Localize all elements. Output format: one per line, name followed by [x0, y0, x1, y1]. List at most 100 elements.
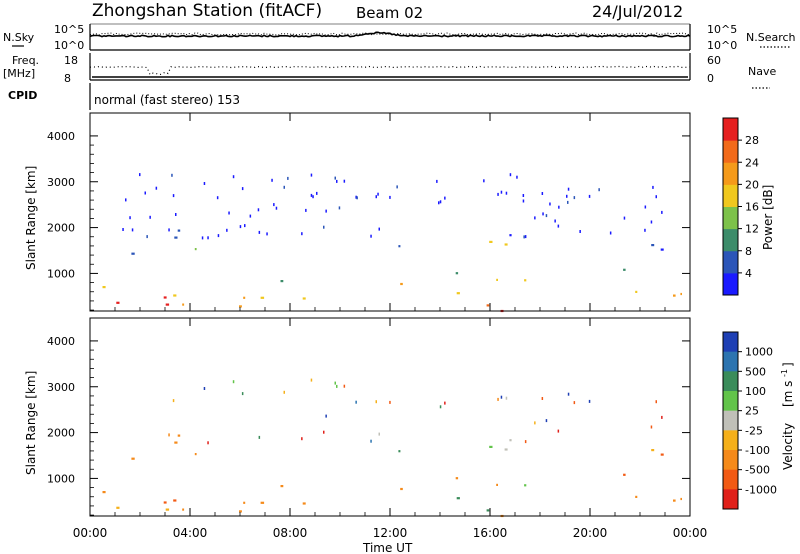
velocity-cell	[444, 401, 446, 405]
velocity-cell	[509, 439, 512, 442]
velocity-cell	[398, 450, 401, 453]
velocity-cell	[541, 397, 544, 400]
power-cell	[173, 294, 177, 297]
power-cell	[439, 200, 442, 204]
power-cell	[504, 243, 508, 246]
velocity-cell	[323, 430, 325, 434]
power-cell	[356, 196, 358, 200]
power-cell	[652, 185, 654, 189]
velocity-cell	[232, 380, 235, 384]
power-colorbar-tick-label: 16	[745, 201, 759, 214]
power-cell	[343, 179, 346, 183]
power-cell	[244, 224, 246, 228]
power-cell	[122, 228, 124, 231]
power-cell	[177, 229, 181, 232]
power-cell	[228, 211, 230, 215]
power-panel	[89, 112, 691, 313]
velocity-cell	[241, 392, 244, 396]
power-cell	[375, 195, 377, 199]
power-colorbar-tick-label: 4	[745, 267, 752, 280]
power-cell	[545, 214, 548, 218]
power-cell	[301, 232, 303, 236]
power-cell	[673, 294, 676, 297]
ytick-label: 4000	[47, 335, 75, 348]
nave-tick-low: 0	[707, 72, 714, 85]
power-cell	[239, 225, 242, 229]
power-cell	[258, 230, 261, 234]
power-cell	[232, 175, 235, 179]
velocity-cell	[174, 441, 178, 444]
power-cell	[146, 235, 148, 239]
velocity-cell	[177, 434, 181, 437]
ytick-label: 2000	[47, 427, 75, 440]
velocity-cell	[370, 439, 372, 443]
nsky-panel: N.Sky 10^5 10^0 10^5 10^0 N.Search	[3, 23, 796, 52]
velocity-cell	[660, 453, 664, 456]
velocity-cell	[173, 499, 177, 502]
velocity-colorbar-cell	[723, 391, 738, 412]
velocity-cell	[389, 400, 391, 404]
velocity-cell	[573, 401, 576, 405]
power-cell	[323, 225, 325, 229]
velocity-cell	[378, 432, 380, 436]
velocity-cell	[567, 392, 570, 396]
velocity-colorbar-tick-label: -100	[745, 444, 770, 457]
power-cell	[275, 206, 278, 210]
velocity-colorbar-unit-close: ]	[781, 362, 795, 367]
freq-panel: Freq. [MHz] 18 8 60 0 Nave	[3, 53, 776, 89]
velocity-cell	[325, 414, 327, 418]
power-cell	[541, 192, 544, 195]
velocity-cell	[500, 395, 503, 399]
velocity-cell	[557, 429, 560, 433]
power-cell	[500, 190, 503, 194]
power-cell	[116, 301, 120, 304]
power-cell	[554, 219, 556, 223]
velocity-cell	[456, 497, 460, 500]
velocity-cell	[439, 405, 442, 409]
velocity-cell	[343, 384, 346, 388]
power-cell	[370, 234, 372, 238]
nave-label: Nave	[748, 65, 776, 78]
power-cell	[149, 215, 151, 219]
power-cell	[283, 185, 285, 189]
velocity-colorbar-cell	[723, 469, 738, 490]
velocity-colorbar-tick-label: 25	[745, 405, 759, 418]
velocity-colorbar-tick-label: -500	[745, 464, 770, 477]
power-cell	[522, 194, 525, 197]
power-cell	[661, 210, 663, 214]
power-cell	[623, 268, 626, 271]
nsky-label: N.Sky	[3, 31, 35, 44]
velocity-cell	[505, 396, 508, 400]
velocity-cell	[651, 449, 655, 452]
velocity-cell	[116, 506, 120, 509]
power-colorbar-cell	[723, 206, 738, 230]
ytick-label: 1000	[47, 472, 75, 485]
freq-unit: [MHz]	[3, 67, 35, 80]
velocity-colorbar-unit: [m s	[781, 381, 795, 407]
power-cell	[650, 220, 653, 224]
velocity-cell	[655, 400, 657, 404]
cpid-row: CPID normal (fast stereo) 153	[8, 83, 240, 110]
xtick-label: 16:00	[473, 526, 508, 540]
cpid-text: normal (fast stereo) 153	[94, 93, 240, 107]
nsky-trace	[89, 31, 691, 38]
power-cell	[336, 179, 338, 183]
power-cell	[194, 248, 197, 251]
power-cell	[438, 201, 440, 205]
velocity-cell	[243, 501, 246, 504]
velocity-colorbar-cell	[723, 410, 738, 431]
power-cell	[680, 292, 682, 296]
velocity-cell	[168, 433, 170, 437]
power-cell	[522, 199, 525, 203]
power-cell	[456, 292, 460, 295]
nave-tick-high: 60	[707, 54, 721, 67]
power-cell	[312, 195, 314, 199]
power-cell	[396, 185, 398, 189]
velocity-colorbar-tick-label: 500	[745, 365, 766, 378]
power-cell	[249, 214, 252, 218]
nsky-tick-low: 10^0	[54, 39, 84, 52]
power-colorbar: 4 8 12 16 20 24 28 Power [dB]	[722, 117, 775, 296]
velocity-scatter	[102, 378, 682, 518]
power-colorbar-cell	[723, 140, 738, 163]
power-cell	[310, 193, 313, 197]
